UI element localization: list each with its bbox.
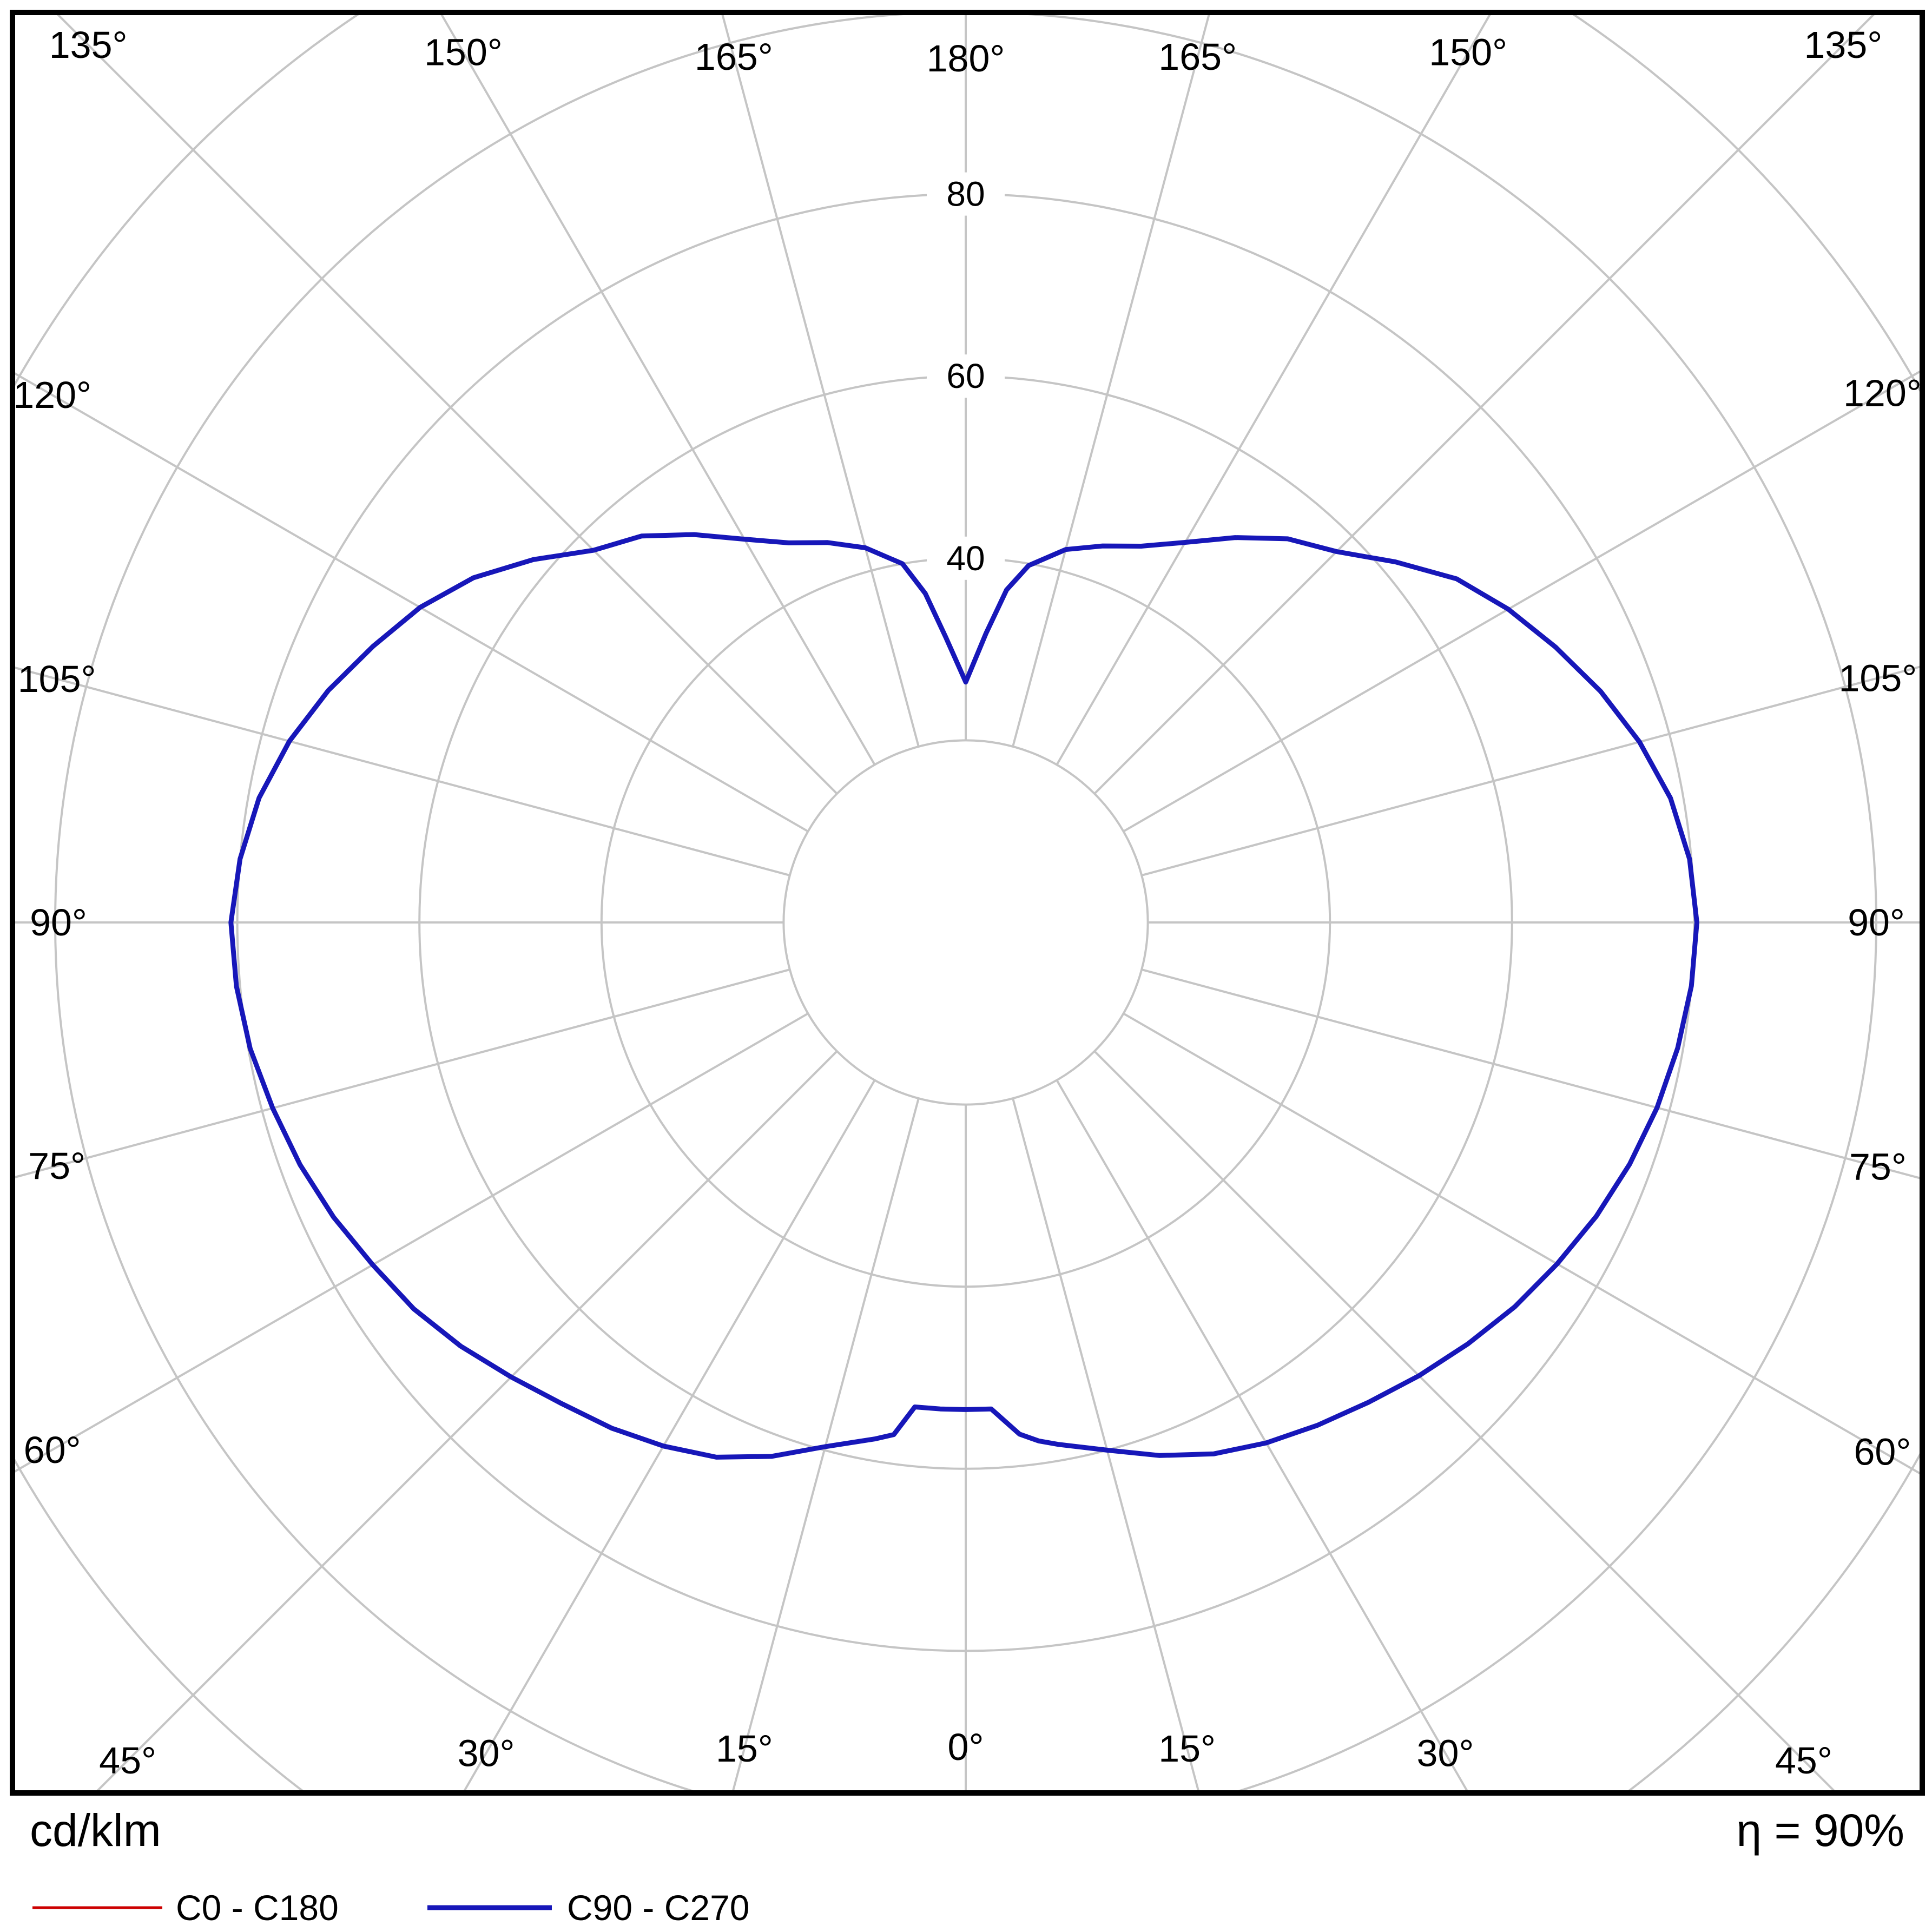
radial-scale-labels: 40 60 80 bbox=[927, 172, 1005, 580]
angle-label-30-right: 30° bbox=[1417, 1732, 1474, 1774]
legend-label-c0-c180: C0 - C180 bbox=[176, 1888, 339, 1928]
angle-label-120-right: 120° bbox=[1843, 372, 1922, 414]
angle-label-60-right: 60° bbox=[1854, 1430, 1911, 1473]
angle-label-105-left: 105° bbox=[18, 658, 96, 700]
angle-label-90-right: 90° bbox=[1848, 901, 1905, 944]
angle-label-105-right: 105° bbox=[1838, 657, 1917, 699]
angle-label-30-left: 30° bbox=[458, 1732, 515, 1774]
chart-footer: cd/klm η = 90% C0 - C180 C90 - C270 bbox=[30, 1805, 1904, 1928]
grid-ray-135-right bbox=[1093, 12, 1877, 795]
grid-ray-75-right bbox=[1141, 968, 1922, 1180]
grid-ray-120-right bbox=[1123, 368, 1922, 833]
radial-label-60: 60 bbox=[946, 357, 985, 395]
grid-ray-105-right bbox=[1141, 665, 1922, 876]
grid-ray-15-left bbox=[731, 1098, 920, 1793]
radial-label-80: 80 bbox=[946, 175, 985, 214]
grid-ray-120-left bbox=[12, 371, 809, 833]
angle-label-75-left: 75° bbox=[28, 1145, 85, 1187]
intensity-curves bbox=[228, 532, 1699, 1460]
grid-ring-20 bbox=[782, 739, 1149, 1106]
radial-label-chip-80 bbox=[927, 172, 1005, 216]
angle-labels: 0° 15° 15° 30° 30° 45° 45° 60° 60° 75° 75° 90° 90° 10… bbox=[13, 24, 1922, 1782]
efficiency-label: η = 90% bbox=[1736, 1805, 1904, 1856]
grid-ray-75-left bbox=[12, 968, 790, 1179]
angle-label-15-right: 15° bbox=[1158, 1727, 1216, 1770]
angle-label-135-right: 135° bbox=[1804, 24, 1882, 66]
unit-label: cd/klm bbox=[30, 1805, 161, 1856]
grid-ray-150-left bbox=[439, 12, 876, 766]
angle-label-165-left: 165° bbox=[695, 36, 773, 78]
angle-label-15-left: 15° bbox=[716, 1727, 773, 1770]
radial-label-chip-60 bbox=[927, 354, 1005, 398]
grid-ray-15-right bbox=[1012, 1098, 1201, 1793]
angle-label-60-left: 60° bbox=[24, 1429, 81, 1471]
curve-c90-c270 bbox=[228, 532, 1699, 1460]
angle-label-90-left: 90° bbox=[30, 901, 87, 944]
angle-label-135-left: 135° bbox=[49, 24, 128, 66]
legend-label-c90-c270: C90 - C270 bbox=[567, 1888, 750, 1928]
angle-label-180-right: 180° bbox=[927, 37, 1005, 80]
grid-ray-105-left bbox=[12, 665, 790, 876]
angle-label-120-left: 120° bbox=[13, 374, 91, 416]
plot-border bbox=[10, 10, 1925, 1796]
angle-label-165-right: 165° bbox=[1158, 36, 1237, 78]
grid-ray-45-right bbox=[1093, 1050, 1838, 1793]
grid-ray-45-left bbox=[94, 1050, 838, 1793]
angle-label-0-right: 0° bbox=[948, 1726, 984, 1768]
grid-ray-60-left bbox=[12, 1012, 809, 1474]
angle-label-75-right: 75° bbox=[1849, 1146, 1907, 1188]
grid-ray-30-right bbox=[1056, 1079, 1470, 1793]
grid-ray-135-left bbox=[54, 12, 838, 795]
grid-ray-30-left bbox=[461, 1079, 876, 1793]
angle-label-45-left: 45° bbox=[99, 1739, 156, 1782]
radial-label-chip-40 bbox=[927, 536, 1005, 580]
angle-label-150-right: 150° bbox=[1429, 31, 1507, 74]
grid-ray-150-right bbox=[1056, 12, 1493, 766]
angle-label-150-left: 150° bbox=[424, 31, 503, 74]
angle-label-45-right: 45° bbox=[1775, 1739, 1832, 1782]
grid-ray-60-right bbox=[1123, 1012, 1922, 1476]
radial-label-40: 40 bbox=[946, 539, 985, 578]
